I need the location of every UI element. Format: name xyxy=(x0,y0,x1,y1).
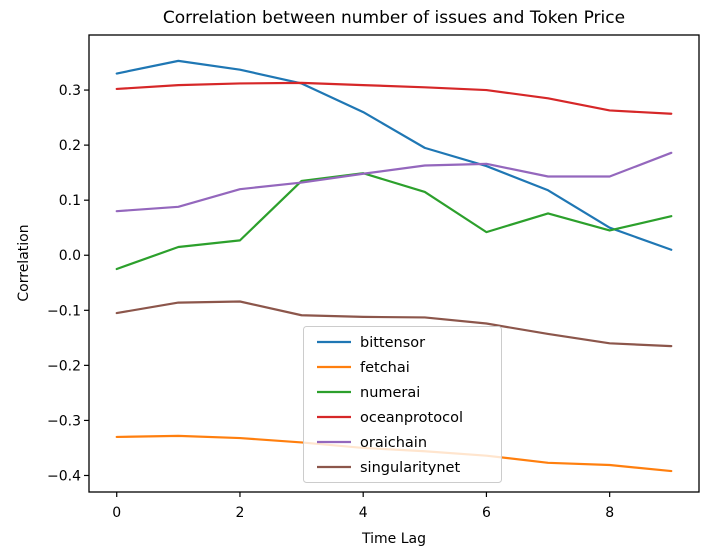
legend-label: bittensor xyxy=(360,335,425,351)
chart-title: Correlation between number of issues and… xyxy=(162,8,626,28)
legend-label: numerai xyxy=(360,385,420,401)
plot-box xyxy=(88,34,700,493)
legend-label: fetchai xyxy=(360,360,410,376)
legend-entry-fetchai: fetchai xyxy=(317,360,410,376)
legend-entry-bittensor: bittensor xyxy=(317,335,425,351)
x-tick-label: 4 xyxy=(359,505,368,521)
x-tick-label: 6 xyxy=(482,505,491,521)
y-tick-label: 0.0 xyxy=(59,248,81,264)
legend: bittensor fetchai numerai oceanprotocol orai… xyxy=(303,326,502,483)
y-tick-label: −0.3 xyxy=(47,413,81,429)
line-numerai xyxy=(115,172,673,271)
y-tick-label: −0.2 xyxy=(47,358,81,374)
x-tick-label: 2 xyxy=(235,505,244,521)
legend-entry-numerai: numerai xyxy=(317,385,420,401)
legend-label: singularitynet xyxy=(360,460,460,476)
legend-label: oceanprotocol xyxy=(360,410,463,426)
y-tick-label: 0.2 xyxy=(59,138,81,154)
y-axis-label: Correlation xyxy=(16,224,32,302)
legend-label: oraichain xyxy=(360,435,427,451)
y-tick-label: −0.4 xyxy=(47,468,81,484)
line-oceanprotocol xyxy=(115,81,673,115)
y-tick-label: −0.1 xyxy=(47,303,81,319)
x-tick-label: 8 xyxy=(605,505,614,521)
x-tick-label: 0 xyxy=(112,505,121,521)
legend-box xyxy=(303,326,502,483)
y-tick-label: 0.3 xyxy=(59,83,81,99)
x-axis-label: Time Lag xyxy=(362,531,426,547)
legend-entry-singularitynet: singularitynet xyxy=(317,460,460,476)
line-bittensor xyxy=(115,59,673,251)
line-singularitynet xyxy=(115,300,673,348)
y-tick-label: 0.1 xyxy=(59,193,81,209)
legend-entry-oraichain: oraichain xyxy=(317,435,427,451)
line-oraichain xyxy=(115,151,673,213)
legend-entry-oceanprotocol: oceanprotocol xyxy=(317,410,463,426)
